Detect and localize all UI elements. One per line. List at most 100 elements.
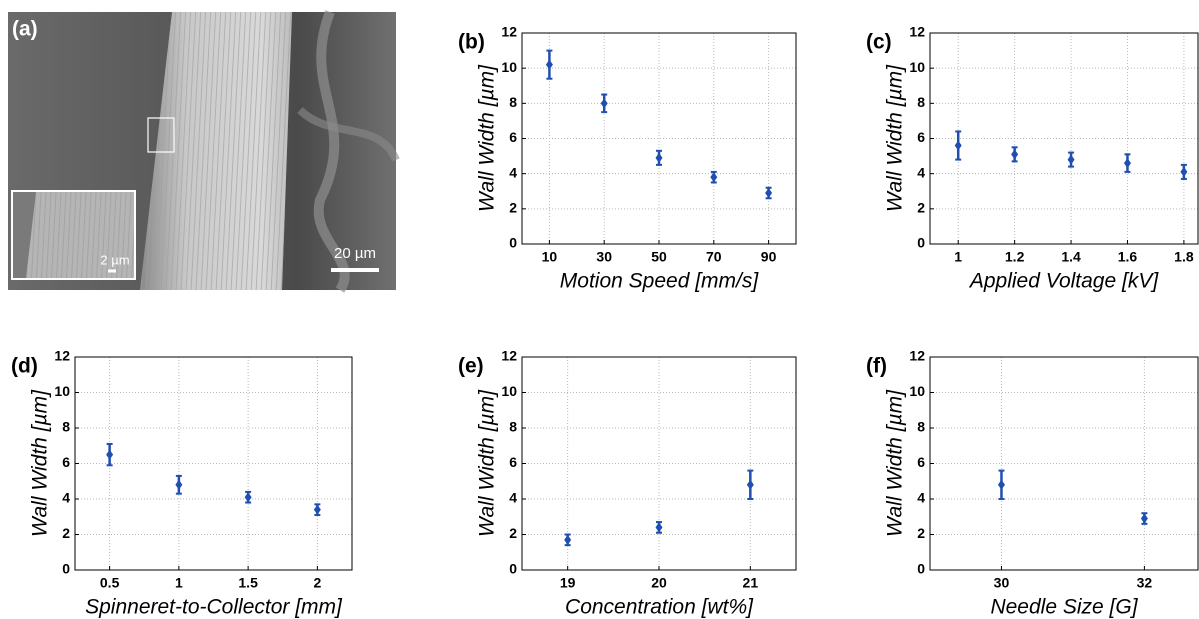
point [1011,149,1019,160]
point [175,479,183,490]
y-tick-label: 12 [909,24,925,40]
y-tick-label: 12 [909,348,925,364]
x-tick-label: 1.6 [1118,249,1138,265]
panel-label: (d) [11,355,38,378]
point [1067,154,1075,165]
chart: 0 2 4 6 8 10 12 30 32 Needle Size [G] Wall Width [… [866,348,1199,619]
x-tick-label: 1.5 [238,575,258,591]
chart: 0 2 4 6 8 10 12 0.5 1 1.5 2 Spinneret-to-Collector … [11,348,353,619]
y-tick-label: 6 [509,129,517,145]
y-axis-label: Wall Width [µm] [884,64,907,212]
point [313,504,321,515]
y-tick-label: 12 [501,24,517,40]
x-tick-label: 19 [560,575,576,591]
y-tick-label: 6 [509,454,517,470]
y-tick-label: 4 [62,490,70,506]
panel-label: (b) [458,31,485,54]
y-tick-label: 12 [54,348,70,364]
x-tick-label: 90 [761,249,777,265]
point [600,98,608,109]
sem-image: 2 µm 20 µm (a) [8,10,400,293]
y-axis-label: Wall Width [µm] [29,389,52,537]
zoom-region [147,117,175,153]
x-tick-label: 1.4 [1061,249,1081,265]
point [244,492,252,503]
y-tick-label: 0 [509,561,517,577]
point [106,449,114,460]
point [746,479,754,490]
x-tick-label: 0.5 [100,575,120,591]
y-tick-label: 2 [917,525,925,541]
x-tick-label: 20 [651,575,667,591]
x-tick-label: 32 [1137,575,1153,591]
sem-fibers [297,107,400,162]
point [1140,513,1148,524]
y-tick-label: 8 [917,419,925,435]
point [997,479,1005,490]
y-tick-label: 4 [509,490,517,506]
panel-label: (c) [866,31,892,54]
y-tick-label: 10 [909,59,925,75]
x-axis-label: Motion Speed [mm/s] [560,270,760,293]
y-tick-label: 6 [917,129,925,145]
point [954,140,962,151]
x-tick-label: 1.8 [1174,249,1194,265]
chart: 0 2 4 6 8 10 12 1 1.2 1.4 1.6 1.8 Applied Voltage [k… [866,24,1199,293]
y-tick-label: 0 [62,561,70,577]
y-tick-label: 6 [62,454,70,470]
point [1123,158,1131,169]
y-tick-label: 10 [501,383,517,399]
inset-scale-label: 2 µm [100,252,129,267]
y-tick-label: 0 [509,235,517,251]
y-tick-label: 10 [54,383,70,399]
point [765,188,773,199]
point [545,59,553,70]
y-tick-label: 0 [917,561,925,577]
plot-frame [929,356,1199,571]
plot-frame [929,32,1199,245]
chart: 0 2 4 6 8 10 12 19 20 21 Concentration [wt%] Wall W… [458,348,797,619]
y-tick-label: 2 [62,525,70,541]
x-tick-label: 30 [596,249,612,265]
point [564,534,572,545]
x-axis-label: Spinneret-to-Collector [mm] [85,596,343,619]
y-tick-label: 4 [917,164,925,180]
y-tick-label: 8 [917,94,925,110]
panel-label: (f) [866,355,887,378]
plot-frame [521,32,797,245]
inset-texture [26,192,134,278]
x-tick-label: 2 [313,575,321,591]
x-tick-label: 1.2 [1005,249,1025,265]
panel-label: (a) [12,18,38,41]
x-tick-label: 30 [994,575,1010,591]
y-tick-label: 10 [501,59,517,75]
x-axis-label: Applied Voltage [kV] [968,270,1160,293]
y-tick-label: 2 [509,525,517,541]
point [710,172,718,183]
y-tick-label: 4 [917,490,925,506]
point [655,522,663,533]
y-axis-label: Wall Width [µm] [476,389,499,537]
x-tick-label: 50 [651,249,667,265]
x-axis-label: Needle Size [G] [990,596,1138,619]
y-tick-label: 2 [917,200,925,216]
x-tick-label: 1 [175,575,183,591]
y-tick-label: 8 [509,94,517,110]
panel-label: (e) [458,355,484,378]
x-tick-label: 1 [954,249,962,265]
y-tick-label: 2 [509,200,517,216]
x-tick-label: 70 [706,249,722,265]
sem-fibers [313,10,350,293]
y-tick-label: 10 [909,383,925,399]
y-tick-label: 4 [509,164,517,180]
plot-frame [74,356,353,571]
y-tick-label: 0 [917,235,925,251]
y-axis-label: Wall Width [µm] [476,64,499,212]
x-axis-label: Concentration [wt%] [565,596,754,619]
y-tick-label: 12 [501,348,517,364]
sem-wall-texture [140,12,292,290]
x-tick-label: 21 [743,575,759,591]
y-tick-label: 8 [509,419,517,435]
